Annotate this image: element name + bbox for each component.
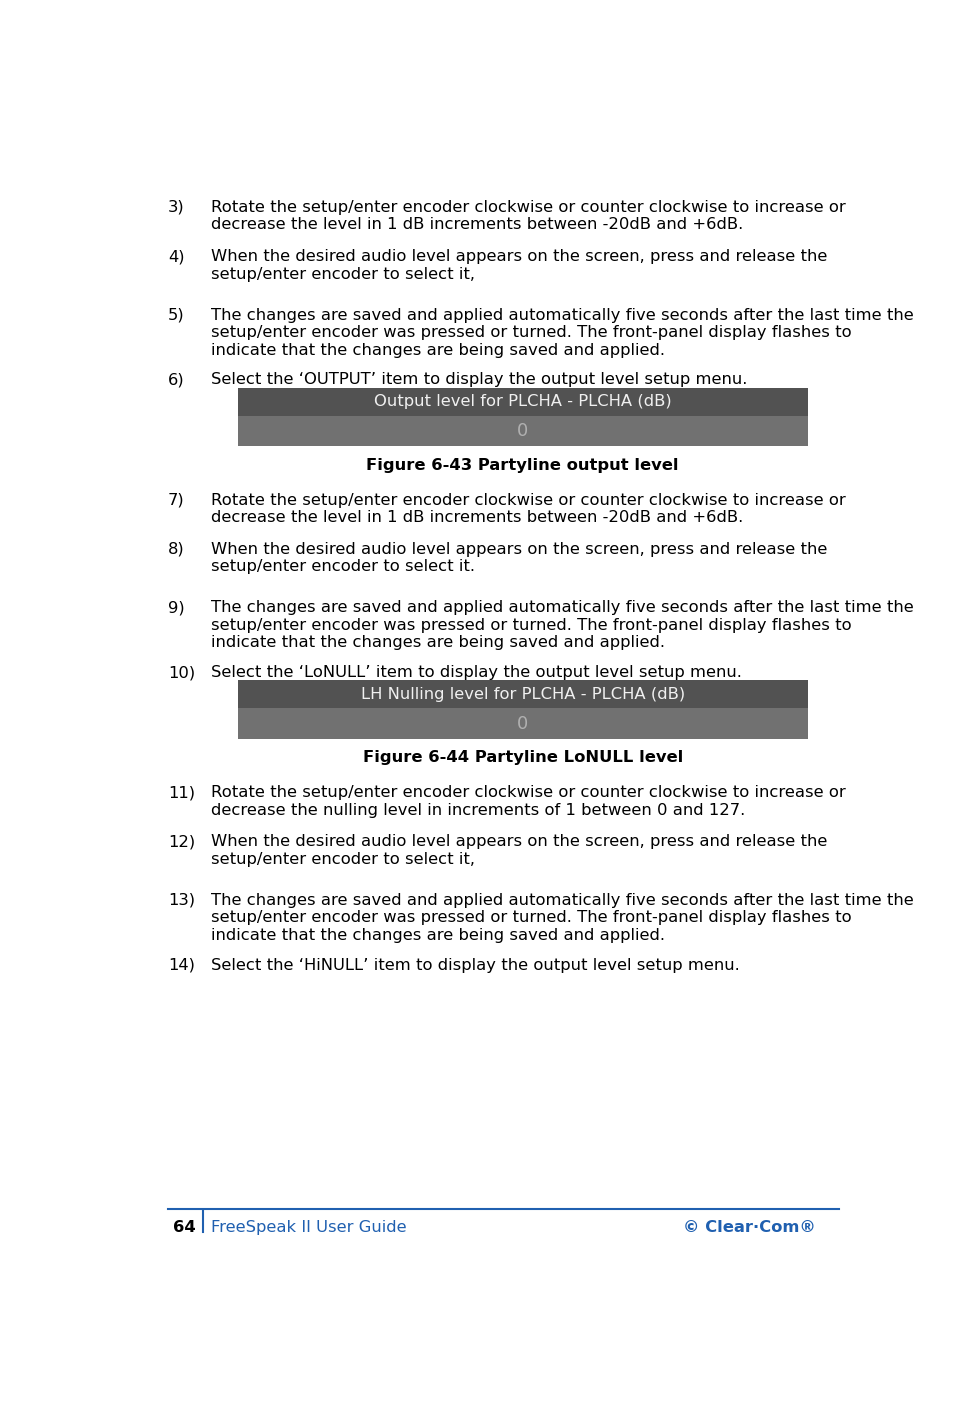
Text: Select the ‘LoNULL’ item to display the output level setup menu.: Select the ‘LoNULL’ item to display the … [211, 665, 742, 680]
Text: 14): 14) [168, 958, 194, 972]
Text: The changes are saved and applied automatically five seconds after the last time: The changes are saved and applied automa… [211, 307, 914, 358]
Text: Rotate the setup/enter encoder clockwise or counter clockwise to increase or
dec: Rotate the setup/enter encoder clockwise… [211, 786, 846, 818]
Text: 12): 12) [168, 835, 195, 849]
Text: Rotate the setup/enter encoder clockwise or counter clockwise to increase or
dec: Rotate the setup/enter encoder clockwise… [211, 201, 846, 233]
Text: When the desired audio level appears on the screen, press and release the
setup/: When the desired audio level appears on … [211, 250, 828, 282]
Text: Select the ‘HiNULL’ item to display the output level setup menu.: Select the ‘HiNULL’ item to display the … [211, 958, 740, 972]
Text: When the desired audio level appears on the screen, press and release the
setup/: When the desired audio level appears on … [211, 835, 828, 867]
Text: 9): 9) [168, 600, 185, 616]
Text: Select the ‘OUTPUT’ item to display the output level setup menu.: Select the ‘OUTPUT’ item to display the … [211, 372, 747, 387]
Bar [238, 387, 808, 415]
Text: 13): 13) [168, 892, 194, 908]
Text: Rotate the setup/enter encoder clockwise or counter clockwise to increase or
dec: Rotate the setup/enter encoder clockwise… [211, 492, 846, 525]
Text: 7): 7) [168, 492, 185, 508]
Text: 5): 5) [168, 307, 185, 323]
Text: 4): 4) [168, 250, 185, 264]
Text: 6): 6) [168, 372, 185, 387]
Text: Figure 6-43 Partyline output level: Figure 6-43 Partyline output level [367, 457, 679, 473]
Bar [238, 387, 808, 446]
Text: When the desired audio level appears on the screen, press and release the
setup/: When the desired audio level appears on … [211, 542, 828, 574]
Text: Figure 6-44 Partyline LoNULL level: Figure 6-44 Partyline LoNULL level [363, 751, 683, 766]
Text: © Clear·Com®: © Clear·Com® [683, 1219, 815, 1235]
Text: LH Nulling level for PLCHA - PLCHA (dB): LH Nulling level for PLCHA - PLCHA (dB) [360, 687, 685, 702]
Text: 11): 11) [168, 786, 194, 800]
Bar [238, 680, 808, 709]
Text: 0: 0 [517, 714, 529, 732]
Text: 0: 0 [517, 422, 529, 441]
Text: The changes are saved and applied automatically five seconds after the last time: The changes are saved and applied automa… [211, 892, 914, 943]
Text: The changes are saved and applied automatically five seconds after the last time: The changes are saved and applied automa… [211, 600, 914, 650]
Text: FreeSpeak II User Guide: FreeSpeak II User Guide [211, 1219, 407, 1235]
Text: 10): 10) [168, 665, 195, 680]
Text: 3): 3) [168, 201, 185, 215]
Text: Output level for PLCHA - PLCHA (dB): Output level for PLCHA - PLCHA (dB) [374, 394, 672, 410]
Text: 64: 64 [173, 1219, 196, 1235]
Bar [238, 680, 808, 739]
Text: 8): 8) [168, 542, 185, 557]
